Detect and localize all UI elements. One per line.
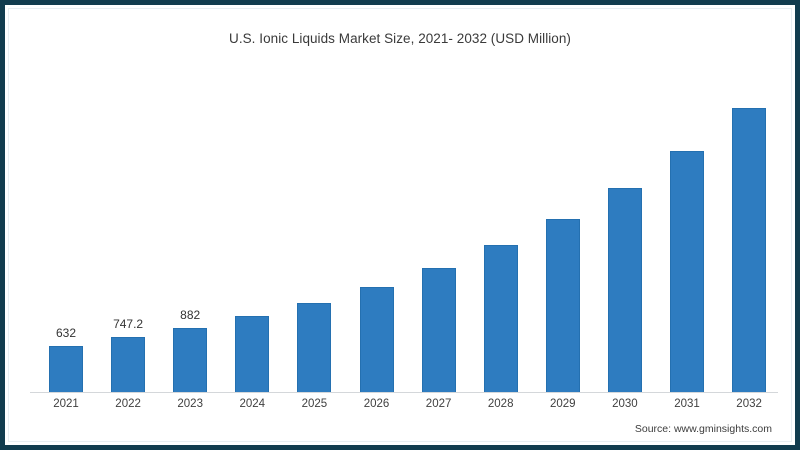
- bar-rect[interactable]: [173, 327, 208, 392]
- x-axis-label-2028: 2028: [487, 398, 514, 410]
- bar-rect[interactable]: [607, 187, 642, 392]
- x-axis-label-2032: 2032: [736, 398, 762, 410]
- bar-rect[interactable]: [545, 218, 580, 392]
- bar-value-label-2023: 882: [180, 307, 201, 322]
- x-axis-label-2025: 2025: [301, 398, 328, 410]
- bar-rect[interactable]: [421, 267, 456, 392]
- bar-value-label-2021: 632: [55, 325, 77, 340]
- bar-rect[interactable]: [359, 286, 394, 392]
- x-axis-label-2026: 2026: [363, 398, 390, 410]
- bar-rect[interactable]: [49, 345, 83, 392]
- bar-rect[interactable]: [235, 316, 270, 392]
- bar-rect[interactable]: [732, 108, 767, 392]
- x-axis-label-2021: 2021: [53, 398, 79, 410]
- bar-rect[interactable]: [297, 302, 332, 392]
- x-axis-label-2030: 2030: [612, 398, 638, 410]
- x-axis-label-2031: 2031: [674, 398, 700, 410]
- page-title: U.S. Ionic Liquids Market Size, 2021- 20…: [229, 31, 571, 46]
- source-attribution: Source: www.gminsights.com: [634, 423, 772, 435]
- bar-value-label-2022: 747.2: [113, 317, 144, 332]
- x-axis-label-2024: 2024: [239, 398, 266, 410]
- bar-rect[interactable]: [111, 337, 146, 392]
- x-axis-label-2022: 2022: [115, 398, 141, 410]
- x-axis-label-2027: 2027: [425, 398, 452, 410]
- bar-rect[interactable]: [483, 245, 518, 392]
- x-axis-line: [30, 392, 778, 393]
- x-axis-label-2029: 2029: [550, 398, 576, 410]
- x-axis-label-2023: 2023: [177, 398, 203, 410]
- bar-rect[interactable]: [670, 151, 704, 392]
